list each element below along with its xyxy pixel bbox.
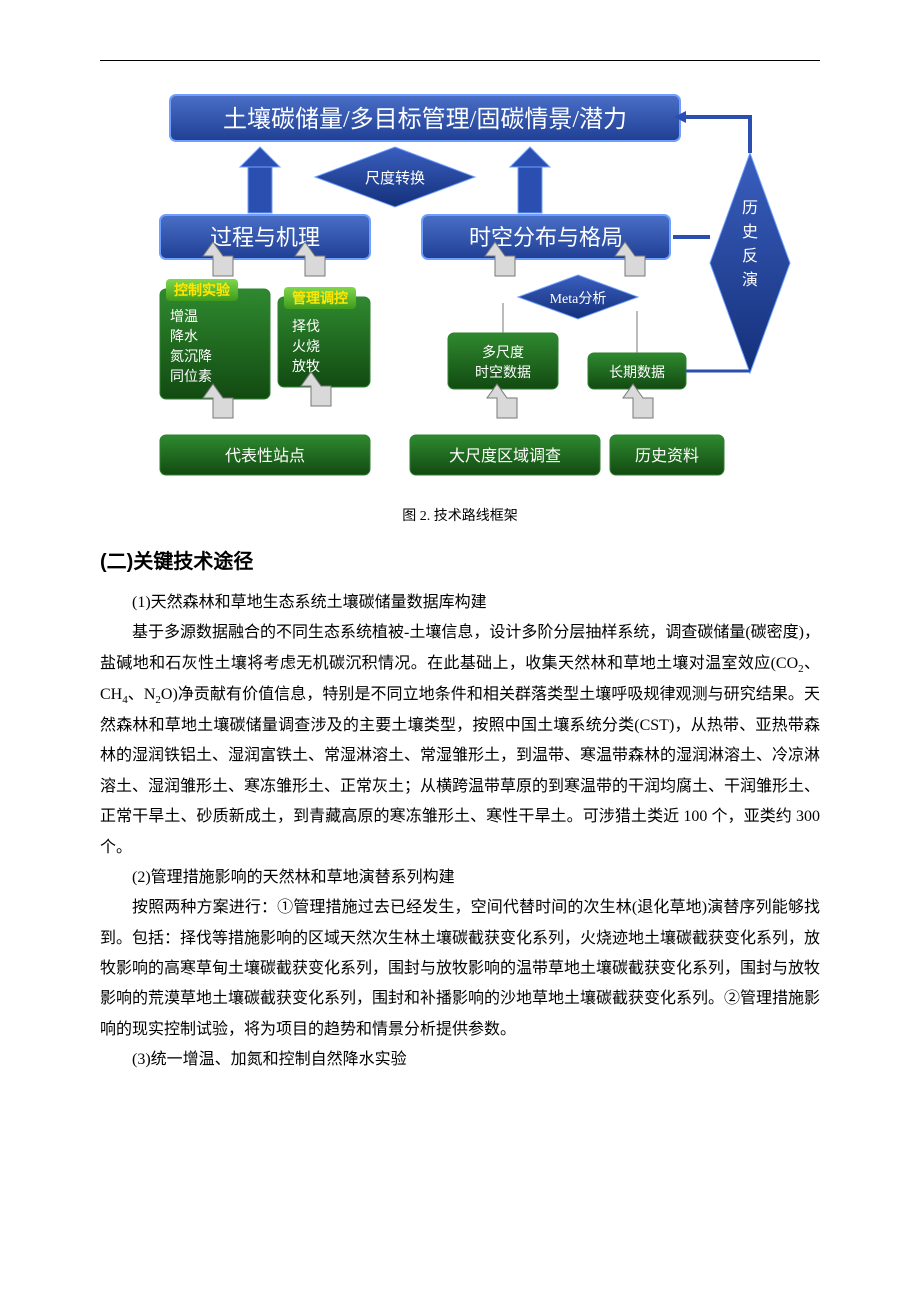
diamond-history-l3: 演: [742, 271, 758, 289]
bottom-right-label: 历史资料: [635, 447, 699, 465]
top-rule: [100, 60, 820, 61]
left-b-item-1: 火烧: [292, 339, 320, 355]
left-a-item-1: 降水: [170, 329, 198, 345]
left-b-item-2: 放牧: [292, 359, 320, 375]
para-2-pre: 基于多源数据融合的不同生态系统植被-土壤信息，设计多阶分层抽样系统，调查碳储量(…: [100, 624, 820, 671]
para-2: 基于多源数据融合的不同生态系统植被-土壤信息，设计多阶分层抽样系统，调查碳储量(…: [100, 618, 820, 863]
left-a-item-0: 增温: [170, 309, 198, 325]
mid-stack-l0: 多尺度: [482, 344, 524, 361]
left-b-title: 管理调控: [292, 290, 348, 307]
bottom-left-label: 代表性站点: [225, 447, 305, 465]
para-2-mid2: 、N: [128, 686, 156, 703]
section-heading: (二)关键技术途径: [100, 545, 820, 574]
para-3: (2)管理措施影响的天然林和草地演替系列构建: [100, 863, 820, 893]
diamond-scale-label: 尺度转换: [365, 170, 425, 187]
mid-stack-l1: 时空数据: [475, 365, 531, 381]
para-5: (3)统一增温、加氮和控制自然降水实验: [100, 1045, 820, 1075]
left-a-item-3: 同位素: [170, 369, 212, 385]
diamond-history-l1: 史: [742, 223, 758, 241]
para-4: 按照两种方案进行：①管理措施过去已经发生，空间代替时间的次生林(退化草地)演替序…: [100, 893, 820, 1045]
bottom-mid-label: 大尺度区域调查: [449, 447, 561, 465]
diamond-history-l0: 历: [742, 200, 758, 217]
technical-route-diagram: 土壤碳储量/多目标管理/固碳情景/潜力 尺度转换 过程与机理 时空分布与格局 历…: [110, 85, 810, 495]
left-a-title: 控制实验: [174, 282, 231, 299]
diamond-meta-label: Meta分析: [550, 291, 607, 307]
left-b-item-0: 择伐: [292, 319, 320, 335]
figure-caption: 图 2. 技术路线框架: [100, 505, 820, 525]
top-box-label: 土壤碳储量/多目标管理/固碳情景/潜力: [223, 106, 627, 133]
big-arrow-left: [240, 147, 280, 213]
para-1: (1)天然森林和草地生态系统土壤碳储量数据库构建: [100, 588, 820, 618]
left-a-item-2: 氮沉降: [170, 349, 212, 365]
big-arrow-right: [510, 147, 550, 213]
para-2-post: O)净贡献有价值信息，特别是不同立地条件和相关群落类型土壤呼吸规律观测与研究结果…: [100, 686, 820, 856]
right-stack-label: 长期数据: [609, 365, 665, 381]
page: 土壤碳储量/多目标管理/固碳情景/潜力 尺度转换 过程与机理 时空分布与格局 历…: [0, 0, 920, 1302]
diamond-history-l2: 反: [742, 247, 758, 265]
flowchart-svg: 土壤碳储量/多目标管理/固碳情景/潜力 尺度转换 过程与机理 时空分布与格局 历…: [110, 85, 810, 495]
